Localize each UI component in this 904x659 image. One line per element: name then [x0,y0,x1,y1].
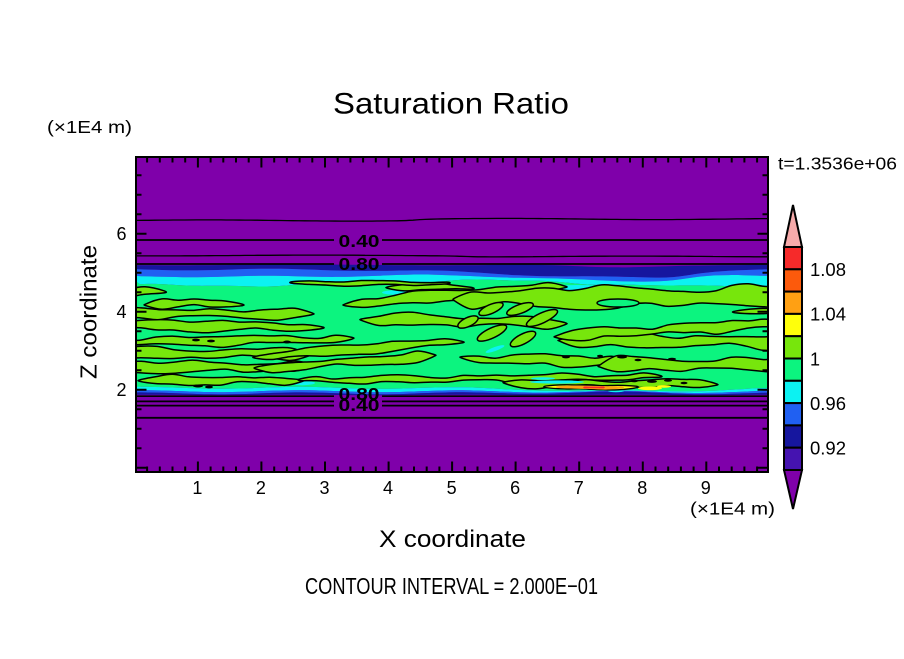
svg-text:0.80: 0.80 [339,254,380,274]
svg-text:8: 8 [637,478,647,498]
svg-text:1: 1 [810,349,820,369]
svg-text:6: 6 [510,478,520,498]
svg-text:4: 4 [383,478,393,498]
svg-text:1.04: 1.04 [810,305,846,325]
svg-text:Saturation Ratio: Saturation Ratio [333,88,569,121]
svg-text:Z coordinate: Z coordinate [76,245,102,379]
svg-text:1.08: 1.08 [810,260,846,280]
svg-text:7: 7 [574,478,584,498]
svg-text:0.80: 0.80 [339,384,380,404]
svg-text:9: 9 [701,478,711,498]
svg-text:0.40: 0.40 [339,395,380,415]
svg-text:0.40: 0.40 [339,231,380,251]
svg-text:3: 3 [319,478,329,498]
svg-text:2: 2 [116,380,126,400]
svg-text:CONTOUR INTERVAL = 2.000E−01: CONTOUR INTERVAL = 2.000E−01 [305,573,598,599]
svg-text:X coordinate: X coordinate [379,526,526,553]
svg-text:0.96: 0.96 [810,394,846,414]
svg-text:5: 5 [447,478,457,498]
svg-text:4: 4 [116,302,126,322]
svg-text:(×1E4 m): (×1E4 m) [690,499,775,519]
svg-text:2: 2 [256,478,266,498]
svg-text:1: 1 [192,478,202,498]
svg-text:6: 6 [116,224,126,244]
svg-text:t=1.3536e+06: t=1.3536e+06 [778,154,897,174]
svg-text:0.92: 0.92 [810,439,846,459]
svg-text:(×1E4 m): (×1E4 m) [47,117,132,137]
